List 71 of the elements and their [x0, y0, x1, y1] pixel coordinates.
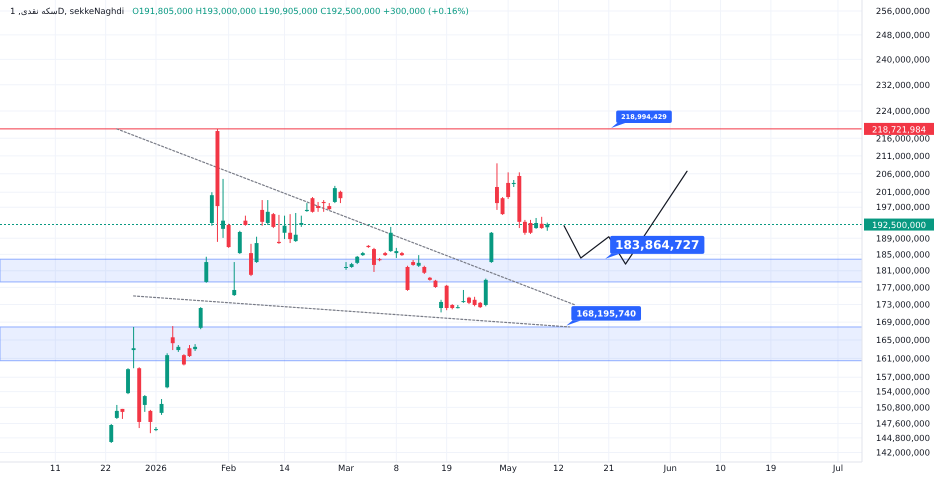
candlestick — [332, 185, 337, 204]
candlestick — [406, 265, 410, 292]
candlestick — [444, 284, 449, 311]
ref-line-label: 192,500,000 — [872, 221, 926, 232]
y-tick-label: 173,000,000 — [876, 300, 930, 311]
annotation: 183,864,727 — [615, 238, 700, 252]
candlestick — [540, 216, 544, 230]
x-tick-label: Mar — [338, 464, 355, 474]
candlestick — [114, 404, 119, 420]
candlestick — [254, 236, 259, 264]
x-tick-label: 2026 — [145, 464, 167, 474]
candlestick — [198, 306, 203, 330]
x-tick-label: Jun — [662, 464, 677, 474]
x-tick-label: 19 — [765, 464, 776, 474]
y-tick-label: 240,000,000 — [876, 55, 930, 66]
y-tick-label: 169,000,000 — [876, 318, 930, 328]
candlestick — [148, 409, 152, 434]
x-tick-label: 11 — [50, 464, 61, 474]
x-tick-label: 8 — [394, 464, 400, 474]
y-tick-label: 165,000,000 — [876, 336, 930, 346]
y-tick-label: 224,000,000 — [876, 107, 930, 118]
ref-line-label: 218,721,984 — [872, 125, 926, 136]
x-tick-label: 14 — [279, 464, 290, 474]
candlestick — [271, 212, 276, 229]
candlestick — [142, 394, 147, 412]
candlestick — [243, 215, 248, 226]
candlestick — [344, 262, 348, 270]
candlestick — [288, 214, 292, 244]
x-tick-label: 10 — [715, 464, 726, 474]
candlestick — [238, 230, 242, 254]
y-tick-label: 144,800,000 — [876, 434, 930, 444]
y-tick-label: 154,000,000 — [876, 388, 930, 398]
y-tick-label: 248,000,000 — [876, 30, 930, 41]
text: O191,805,000 H193,000,000 L190,905,000 C192,500,000 +300,000 (+0.16%) — [132, 7, 469, 17]
candlestick — [132, 326, 136, 369]
x-tick-label: 21 — [603, 464, 614, 474]
candlestick — [506, 172, 510, 200]
candlestick — [338, 190, 342, 204]
x-tick-label: 22 — [100, 464, 112, 474]
y-tick-label: 157,000,000 — [876, 373, 930, 384]
y-tick-label: 206,000,000 — [876, 170, 930, 180]
candlestick — [249, 243, 253, 277]
y-tick-label: 147,600,000 — [876, 419, 930, 430]
y-tick-label: 189,000,000 — [876, 234, 930, 244]
y-tick-label: 181,000,000 — [876, 266, 930, 277]
y-tick-label: 197,000,000 — [876, 203, 930, 214]
candlestick — [461, 289, 466, 304]
candlestick — [260, 200, 264, 226]
x-tick-label: 12 — [553, 464, 564, 474]
text: سکه نقدی, 1D, sekkeNaghdi — [10, 7, 124, 17]
candlestick — [226, 223, 231, 248]
y-tick-label: 232,000,000 — [876, 80, 930, 91]
y-tick-label: 216,000,000 — [876, 134, 930, 144]
candlestick — [160, 398, 164, 416]
y-tick-label: 150,800,000 — [876, 403, 930, 414]
y-tick-label: 185,000,000 — [876, 250, 930, 260]
y-tick-label: 256,000,000 — [876, 7, 930, 18]
y-tick-label: 142,000,000 — [876, 448, 930, 458]
y-tick-label: 161,000,000 — [876, 354, 930, 364]
candlestick — [394, 247, 398, 258]
y-tick-label: 211,000,000 — [876, 152, 930, 162]
y-tick-label: 201,000,000 — [876, 188, 930, 198]
annotation: 168,195,740 — [576, 309, 636, 320]
x-tick-label: Jul — [832, 464, 844, 474]
x-tick-label: Feb — [221, 464, 236, 474]
x-tick-label: May — [499, 464, 517, 474]
candlestick — [439, 299, 444, 313]
y-tick-label: 177,000,000 — [876, 283, 930, 294]
candlestick — [126, 368, 130, 395]
x-tick-label: 19 — [441, 464, 452, 474]
candlestick — [204, 256, 208, 284]
